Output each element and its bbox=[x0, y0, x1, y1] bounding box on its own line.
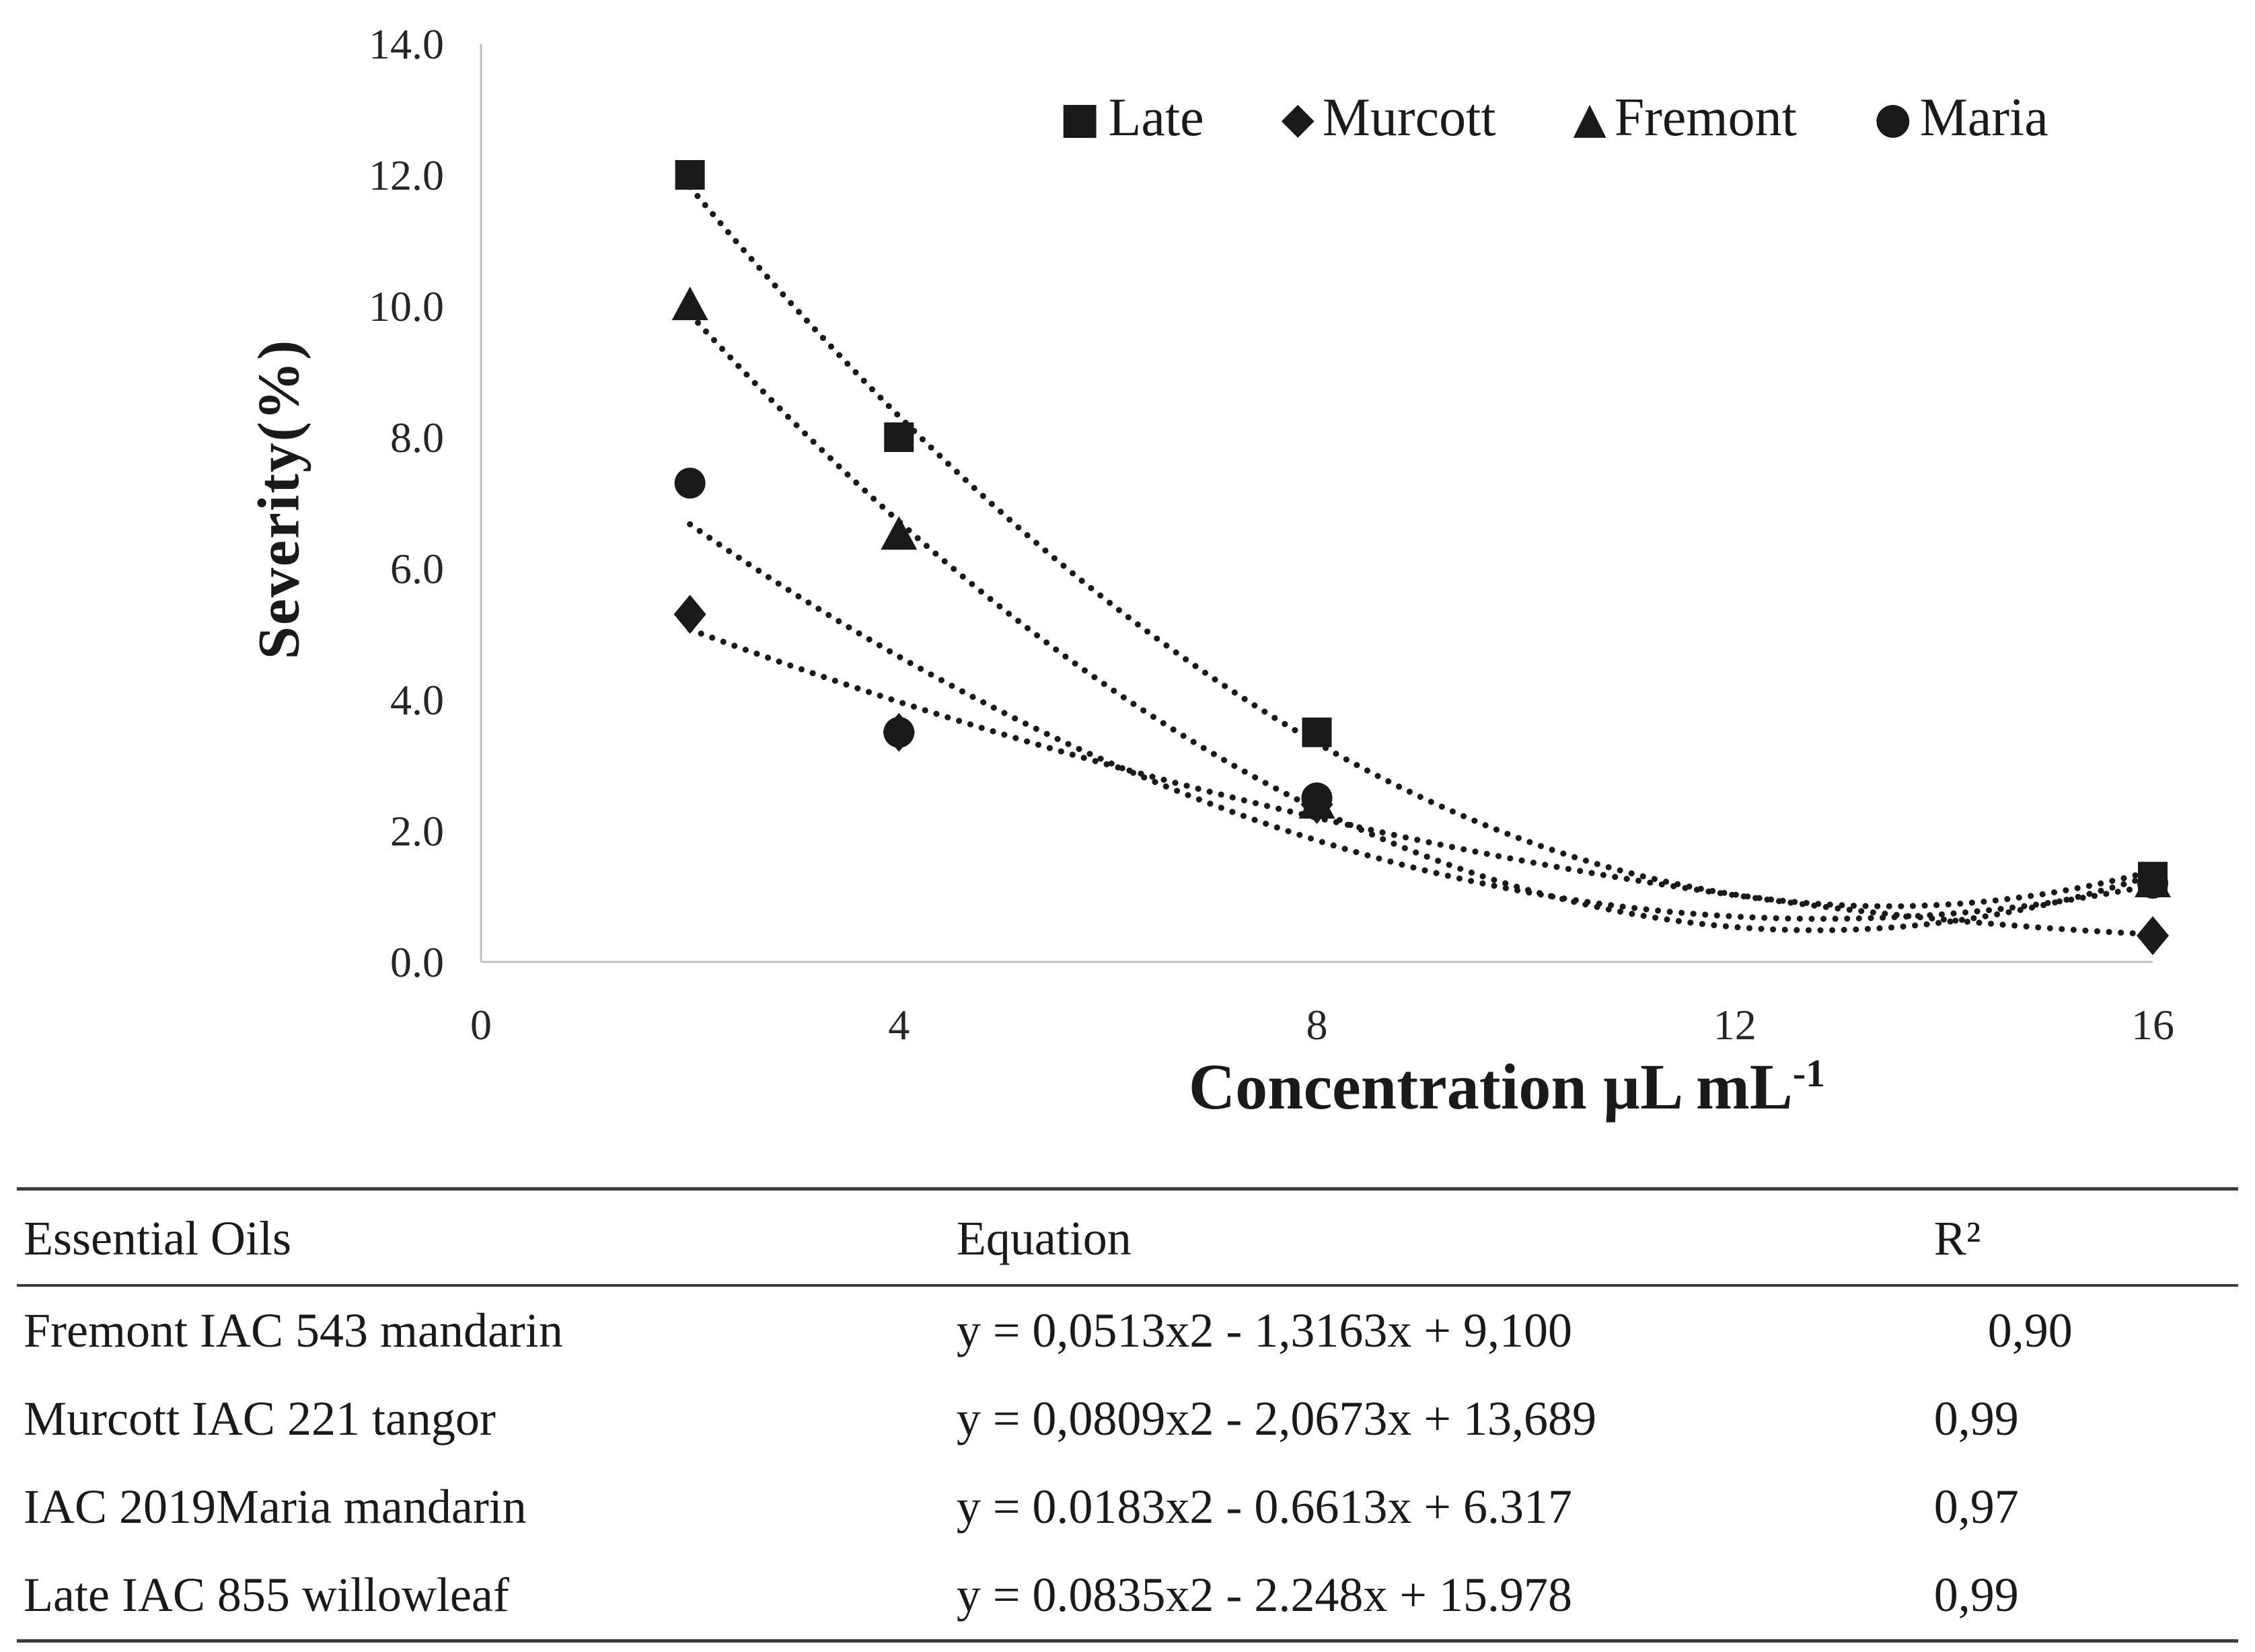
r2-value-cell: 0,99 bbox=[1933, 1568, 2019, 1622]
r2-value-cell: 0,90 bbox=[1987, 1304, 2073, 1357]
header-essential-oils: Essential Oils bbox=[24, 1211, 291, 1265]
x-tick-label: 16 bbox=[2131, 1001, 2174, 1049]
table-row: IAC 2019Maria mandarin y = 0.0183x2 - 0.6… bbox=[17, 1463, 2238, 1551]
legend-item-late: ■ Late bbox=[1060, 87, 1204, 149]
equation-table: Essential Oils Equation R² Fremont IAC 5… bbox=[17, 1187, 2238, 1643]
maria-data-point bbox=[674, 467, 706, 499]
equation-cell: y = 0,0513x2 - 1,3163x + 9,100 bbox=[956, 1304, 1573, 1357]
table-row: Fremont IAC 543 mandarin y = 0,0513x2 - 1… bbox=[17, 1285, 2238, 1375]
header-row: Essential Oils Equation R² bbox=[17, 1189, 2238, 1285]
legend-label: Maria bbox=[1919, 88, 2048, 147]
x-tick-label: 4 bbox=[888, 1001, 910, 1049]
circle-marker-icon: ● bbox=[1874, 93, 1912, 143]
legend-item-murcott: ◆ Murcott bbox=[1282, 87, 1496, 149]
maria-data-point bbox=[883, 716, 915, 748]
legend-label: Fremont bbox=[1614, 88, 1797, 147]
oil-name-cell: Late IAC 855 willowleaf bbox=[24, 1568, 509, 1622]
y-axis-title: Severity(%) bbox=[246, 338, 312, 660]
y-tick-label: 0.0 bbox=[390, 938, 444, 986]
legend-label: Late bbox=[1108, 88, 1204, 147]
y-tick-label: 14.0 bbox=[369, 20, 444, 68]
table-row: Late IAC 855 willowleaf y = 0.0835x2 - 2.… bbox=[17, 1551, 2238, 1641]
murcott-data-point bbox=[2137, 916, 2169, 955]
y-tick-label: 6.0 bbox=[390, 545, 444, 593]
legend-item-fremont: ▲ Fremont bbox=[1574, 87, 1797, 149]
equation-table-body: Fremont IAC 543 mandarin y = 0,0513x2 - 1… bbox=[17, 1285, 2238, 1641]
late-data-point bbox=[675, 160, 705, 190]
square-marker-icon: ■ bbox=[1060, 93, 1101, 143]
oil-name-cell: Fremont IAC 543 mandarin bbox=[24, 1304, 563, 1357]
y-tick-label: 8.0 bbox=[390, 414, 444, 461]
legend-item-maria: ● Maria bbox=[1874, 87, 2048, 149]
x-axis-title-superscript: -1 bbox=[1792, 1051, 1826, 1095]
severity-chart: 0.0 2.0 4.0 6.0 8.0 10.0 12.0 14.0 0 4 8 12 16 ■ Late… bbox=[246, 20, 2175, 1124]
late-data-point bbox=[884, 422, 914, 452]
fremont-data-point bbox=[671, 287, 708, 320]
x-tick-label: 8 bbox=[1306, 1001, 1328, 1049]
trendline-fremont bbox=[687, 311, 2156, 934]
murcott-data-point bbox=[673, 595, 706, 634]
trendline-maria bbox=[687, 521, 2156, 922]
chart-svg: 0.0 2.0 4.0 6.0 8.0 10.0 12.0 14.0 0 4 8 12 16 bbox=[369, 20, 2174, 1049]
equation-table-header: Essential Oils Equation R² bbox=[17, 1189, 2238, 1285]
y-tick-label: 10.0 bbox=[369, 283, 444, 330]
y-tick-label: 2.0 bbox=[390, 807, 444, 855]
r2-value-cell: 0,99 bbox=[1933, 1392, 2019, 1446]
maria-data-point bbox=[2137, 868, 2168, 899]
late-data-point bbox=[1302, 717, 1332, 747]
trendline-murcott bbox=[687, 626, 2156, 938]
header-r-squared: R² bbox=[1933, 1211, 1981, 1265]
oil-name-cell: Murcott IAC 221 tangor bbox=[24, 1392, 496, 1446]
y-tick-label: 12.0 bbox=[369, 151, 444, 199]
r2-value-cell: 0,97 bbox=[1933, 1480, 2019, 1534]
diamond-marker-icon: ◆ bbox=[1281, 93, 1315, 143]
maria-data-point bbox=[1301, 782, 1333, 814]
table-row: Murcott IAC 221 tangor y = 0,0809x2 - 2,0… bbox=[17, 1375, 2238, 1463]
chart-legend: ■ Late ◆ Murcott ▲ Fremont ● Maria bbox=[1060, 87, 2048, 149]
equation-cell: y = 0,0809x2 - 2,0673x + 13,689 bbox=[956, 1392, 1597, 1446]
header-equation: Equation bbox=[956, 1211, 1132, 1265]
equation-cell: y = 0.0183x2 - 0.6613x + 6.317 bbox=[956, 1480, 1573, 1534]
x-tick-label: 12 bbox=[1713, 1001, 1757, 1049]
y-tick-label: 4.0 bbox=[390, 676, 444, 724]
x-axis-title-text: Concentration µL mL bbox=[1188, 1051, 1793, 1123]
x-axis-title: Concentration µL mL-1 bbox=[1189, 1049, 1825, 1124]
equation-table-section: Essential Oils Equation R² Fremont IAC 5… bbox=[17, 1187, 2238, 1643]
legend-label: Murcott bbox=[1322, 88, 1496, 147]
trendline-late bbox=[687, 184, 2156, 909]
equation-cell: y = 0.0835x2 - 2.248x + 15.978 bbox=[956, 1568, 1573, 1622]
triangle-marker-icon: ▲ bbox=[1573, 93, 1606, 143]
fremont-data-point bbox=[881, 516, 918, 550]
x-tick-label: 0 bbox=[470, 1001, 492, 1049]
oil-name-cell: IAC 2019Maria mandarin bbox=[24, 1480, 527, 1534]
